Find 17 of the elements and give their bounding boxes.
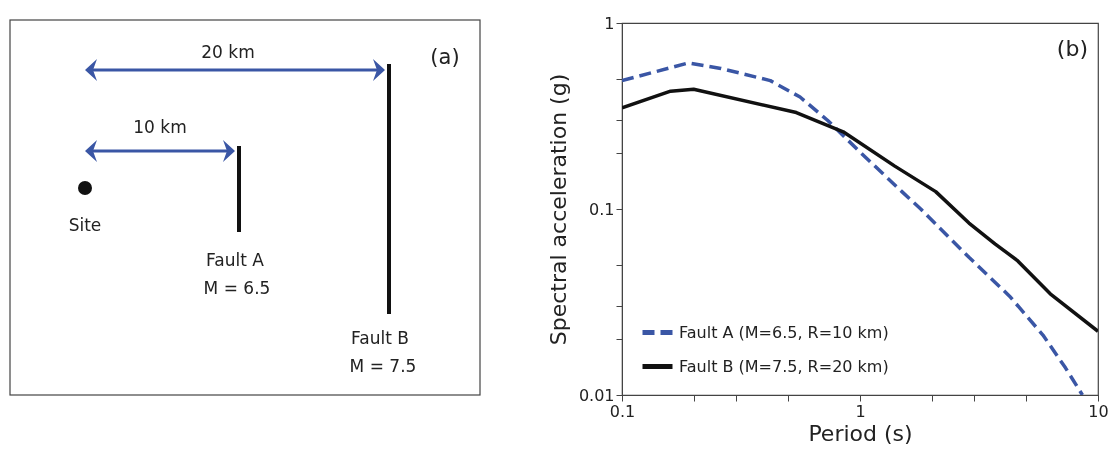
x-tick-label: 1 [855,401,866,421]
x-axis-title: Period (s) [808,420,913,446]
y-tick-label: 1 [604,13,615,33]
text: 10 km [133,117,187,137]
text: M = 7.5 [349,356,417,376]
legend-label: Fault A (M=6.5, R=10 km) [679,322,889,342]
x-tick-label: 10 [1088,401,1109,421]
y-axis-title: Spectral acceleration (g) [545,73,571,346]
text: (a) [430,45,460,69]
legend-label: Fault B (M=7.5, R=20 km) [679,356,889,376]
text: 20 km [201,42,255,62]
y-tick-label: 0.1 [589,199,615,219]
text: Fault A [206,250,265,270]
text: M = 6.5 [203,278,271,298]
text: Site [68,215,102,235]
annotation: (b) [1056,36,1088,61]
text: Fault B [351,328,409,348]
